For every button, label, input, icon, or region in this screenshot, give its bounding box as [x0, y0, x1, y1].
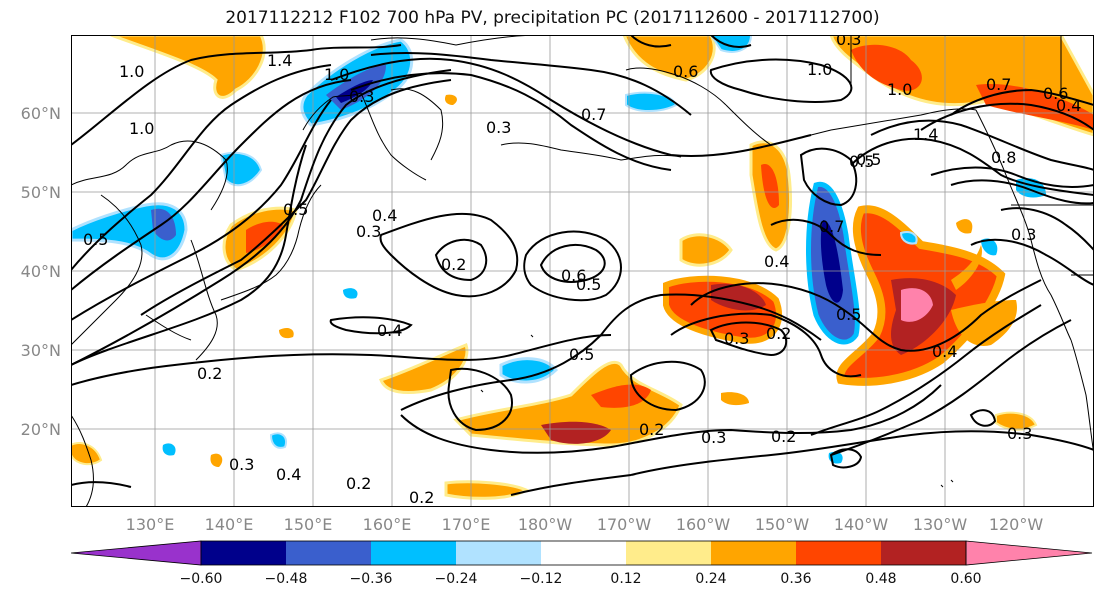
contour-label: 0.2 [771, 427, 796, 446]
contour-label: 0.5 [856, 150, 881, 169]
colorbar-segment [796, 541, 881, 565]
colorbar-label: 0.24 [695, 571, 727, 587]
contour-label: 0.5 [569, 345, 594, 364]
contour-label: 0.2 [409, 488, 434, 507]
lon-label: 120°W [988, 515, 1044, 534]
lon-label: 140°E [204, 515, 254, 534]
colorbar-right-extend [965, 540, 1093, 566]
colorbar-segment [711, 541, 796, 565]
colorbar-segment [201, 541, 286, 565]
contour-label: 0.3 [229, 455, 254, 474]
lon-label: 160°W [675, 515, 731, 534]
colorbar-label: −0.12 [519, 571, 563, 587]
colorbar-segment [541, 541, 626, 565]
contour-label: 0.7 [819, 217, 844, 236]
colorbar-segment [456, 541, 541, 565]
contour-label: 0.4 [276, 465, 301, 484]
lat-label-60n: 60°N [20, 104, 61, 123]
contour-label: 0.4 [764, 252, 789, 271]
lon-label: 150°W [754, 515, 810, 534]
lat-label-50n: 50°N [20, 183, 61, 202]
colorbar-label: −0.24 [434, 571, 478, 587]
contour-label: 0.4 [1056, 96, 1081, 115]
contour-label: 0.7 [986, 75, 1011, 94]
contour-label: 0.8 [991, 148, 1016, 167]
contour-label: 1.4 [913, 125, 938, 144]
colorbar-label: 0.60 [950, 571, 982, 587]
contour-label: 0.6 [561, 266, 586, 285]
contour-label: 0.4 [372, 206, 397, 225]
contour-label: 0.2 [766, 324, 791, 343]
colorbar-segment [371, 541, 456, 565]
contour-label: 0.6 [673, 62, 698, 81]
lon-label: 170°E [441, 515, 491, 534]
contour-label: 0.3 [701, 428, 726, 447]
colorbar-label: −0.48 [264, 571, 308, 587]
lon-label: 150°E [283, 515, 333, 534]
contour-label: 0.4 [377, 321, 402, 340]
contour-label: 0.5 [836, 305, 861, 324]
colorbar-segment [881, 541, 966, 565]
colorbar-label: 0.48 [865, 571, 897, 587]
colorbar [71, 540, 1093, 566]
map-title: 2017112212 F102 700 hPa PV, precipitatio… [225, 8, 880, 28]
contour-label: 1.0 [129, 119, 154, 138]
contour-label: 0.7 [581, 105, 606, 124]
colorbar-label: 0.36 [780, 571, 812, 587]
lat-label-30n: 30°N [20, 341, 61, 360]
contour-label: 0.5 [83, 230, 108, 249]
contour-label: 0.3 [356, 222, 381, 241]
colorbar-label: −0.60 [179, 571, 223, 587]
lon-label: 140°W [833, 515, 889, 534]
pv-contours [71, 35, 1094, 496]
contour-label: 0.3 [349, 87, 374, 106]
colorbar-label: −0.36 [349, 571, 393, 587]
contour-label: 0.2 [197, 364, 222, 383]
contour-label: 0.3 [724, 329, 749, 348]
contour-label-group: 1.4 1.0 1.0 1.0 0.5 0.3 0.3 0.5 0.4 0.3 … [83, 35, 1081, 507]
contour-label: 0.3 [1007, 424, 1032, 443]
contour-label: 0.5 [283, 200, 308, 219]
colorbar-left-extend [71, 540, 202, 566]
lon-label: 160°E [362, 515, 412, 534]
contour-label: 1.4 [267, 51, 292, 70]
coastlines [71, 35, 1094, 507]
contour-label: 0.2 [346, 474, 371, 493]
contour-label: 1.0 [807, 60, 832, 79]
contour-label: 1.0 [119, 62, 144, 81]
contour-label: 0.6 [1043, 84, 1068, 103]
lon-label: 180°W [517, 515, 573, 534]
contour-label: 0.2 [639, 420, 664, 439]
contour-label: 0.3 [486, 118, 511, 137]
contour-label: 0.2 [441, 255, 466, 274]
map-panel: 1.4 1.0 1.0 1.0 0.5 0.3 0.3 0.5 0.4 0.3 … [71, 35, 1094, 507]
colorbar-segment [626, 541, 711, 565]
lat-label-20n: 20°N [20, 420, 61, 439]
colorbar-segment [286, 541, 371, 565]
contour-label: 1.0 [887, 80, 912, 99]
lat-label-40n: 40°N [20, 262, 61, 281]
contour-label: 0.4 [932, 342, 957, 361]
contour-label: 0.3 [836, 35, 861, 49]
contour-label: 0.5 [849, 152, 874, 171]
contour-label: 0.5 [576, 275, 601, 294]
colorbar-label: 0.12 [610, 571, 642, 587]
lon-label: 130°W [912, 515, 968, 534]
precipitation-shading [71, 35, 1094, 500]
lon-label: 170°W [596, 515, 652, 534]
contour-label: 0.3 [1011, 225, 1036, 244]
contour-label: 1.0 [324, 65, 349, 84]
lon-label: 130°E [125, 515, 175, 534]
